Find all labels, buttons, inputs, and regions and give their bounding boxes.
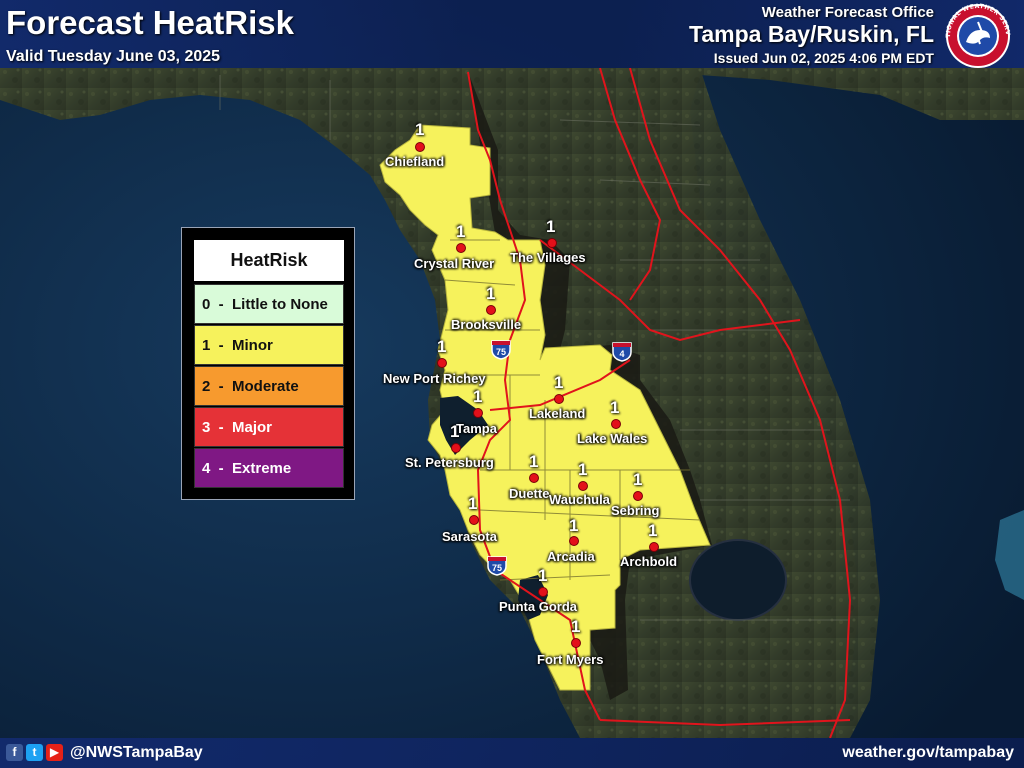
legend-item-extreme: 4 - Extreme (194, 448, 344, 488)
interstate-shield-label: 75 (492, 563, 502, 573)
legend-level: 2 (202, 378, 211, 395)
page-title: Forecast HeatRisk (6, 4, 294, 41)
legend-label: Minor (232, 337, 273, 354)
city-dot (547, 238, 557, 248)
city-heatrisk-value: 1 (633, 470, 643, 489)
city-label: New Port Richey (383, 371, 486, 386)
city-heatrisk-value: 1 (486, 284, 496, 303)
city-label: Chiefland (385, 154, 445, 169)
charlotte-harbor (518, 575, 548, 620)
city-dot (473, 408, 483, 418)
social-handle[interactable]: @NWSTampaBay (70, 744, 203, 761)
city-dot (538, 587, 548, 597)
city-heatrisk-value: 1 (456, 222, 466, 241)
land-peninsula (600, 68, 880, 738)
city-label: Sarasota (442, 529, 497, 544)
city-dot (415, 142, 425, 152)
nws-logo-icon[interactable]: NATIONAL WEATHER SERVICE (940, 2, 1016, 70)
city-label: Lakeland (529, 406, 586, 421)
city-heatrisk-value: 1 (473, 387, 483, 406)
interstate-shield-label: 4 (619, 349, 624, 359)
legend-level: 0 (202, 296, 211, 313)
city-label: Fort Myers (537, 652, 604, 667)
office-name: Tampa Bay/Ruskin, FL (689, 21, 934, 47)
city-label: Arcadia (547, 549, 595, 564)
header-bar (0, 0, 1024, 68)
legend-item-major: 3 - Major (194, 407, 344, 447)
footer-bar (0, 738, 1024, 768)
city-label: Punta Gorda (499, 599, 578, 614)
roads (467, 67, 852, 739)
city-heatrisk-value: 1 (571, 617, 581, 636)
city-heatrisk-value: 1 (610, 398, 620, 417)
social-icons: f t ▶ (6, 744, 63, 761)
legend-level: 1 (202, 337, 211, 354)
legend-item-moderate: 2 - Moderate (194, 366, 344, 406)
land-bahamas (995, 510, 1024, 600)
city-label: Tampa (456, 421, 497, 436)
city-dot (437, 358, 447, 368)
city-label: Brooksville (451, 317, 522, 332)
website-link[interactable]: weather.gov/tampabay (842, 744, 1014, 761)
legend-label: Moderate (232, 378, 299, 395)
city-dot (578, 481, 588, 491)
interstate-shield-icon: 75 (491, 340, 511, 360)
city-label: Wauchula (549, 492, 610, 507)
legend-label: Major (232, 419, 273, 436)
city-heatrisk-value: 1 (569, 516, 579, 535)
youtube-icon[interactable]: ▶ (46, 744, 63, 761)
city-dot (571, 638, 581, 648)
county-lines (444, 239, 701, 581)
city-heatrisk-value: 1 (468, 494, 478, 513)
legend-label: Little to None (232, 296, 328, 313)
city-heatrisk-value: 1 (578, 460, 588, 479)
city-dot (633, 491, 643, 501)
city-dot (469, 515, 479, 525)
city-heatrisk-value: 1 (554, 373, 564, 392)
city-heatrisk-value: 1 (450, 422, 460, 441)
city-dot (529, 473, 539, 483)
city-dot (456, 243, 466, 253)
heatrisk-legend: HeatRisk 0 - Little to None 1 - Minor 2 … (181, 227, 355, 500)
interstate-shield-icon: 75 (487, 556, 507, 576)
legend-level: 4 (202, 460, 211, 477)
city-heatrisk-value: 1 (538, 566, 548, 585)
city-dot (486, 305, 496, 315)
office-label: Weather Forecast Office (761, 4, 934, 21)
lake-okeechobee (689, 539, 787, 621)
twitter-icon[interactable]: t (26, 744, 43, 761)
city-heatrisk-value: 1 (415, 120, 425, 139)
legend-title: HeatRisk (194, 240, 344, 281)
city-label: The Villages (510, 250, 586, 265)
city-dot (554, 394, 564, 404)
city-label: Crystal River (414, 256, 495, 271)
city-label: Sebring (611, 503, 660, 518)
city-heatrisk-value: 1 (546, 217, 556, 236)
valid-date: Valid Tuesday June 03, 2025 (6, 48, 221, 65)
city-label: Lake Wales (577, 431, 648, 446)
city-heatrisk-value: 1 (648, 521, 658, 540)
city-dot (649, 542, 659, 552)
city-label: Duette (509, 486, 550, 501)
city-dot (451, 443, 461, 453)
legend-item-minor: 1 - Minor (194, 325, 344, 365)
legend-item-little-to-none: 0 - Little to None (194, 284, 344, 324)
city-dot (569, 536, 579, 546)
city-heatrisk-value: 1 (437, 337, 447, 356)
legend-level: 3 (202, 419, 211, 436)
interstate-shield-icon: 4 (612, 342, 632, 362)
city-label: St. Petersburg (405, 455, 494, 470)
interstate-shield-label: 75 (496, 347, 506, 357)
city-dot (611, 419, 621, 429)
legend-label: Extreme (232, 460, 292, 477)
facebook-icon[interactable]: f (6, 744, 23, 761)
issued-time: Issued Jun 02, 2025 4:06 PM EDT (713, 50, 934, 66)
city-heatrisk-value: 1 (529, 452, 539, 471)
city-label: Archbold (620, 554, 678, 569)
